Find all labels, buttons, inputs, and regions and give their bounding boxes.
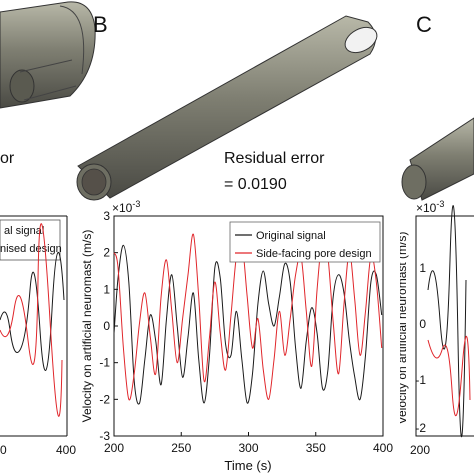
panel-c-design-line [427, 335, 471, 417]
panel-a-legend-original: al signal [4, 225, 44, 237]
y-tick-label: -3 [99, 429, 110, 443]
series-line-original-signal [113, 244, 383, 405]
panel-a-original-line [0, 251, 65, 371]
chart-legend: Original signal Side-facing pore design [229, 221, 381, 263]
residual-error-label: Residual error [224, 150, 325, 167]
panel-c-ytick: -2 [415, 421, 426, 435]
chart-panel-a-fragment: al signal nised design 0 400 [0, 215, 76, 457]
y-axis-label: Velocity on artificial neuromast (m/s) [80, 230, 94, 423]
x-tick-label: 300 [238, 441, 258, 455]
y-tick-label: 2 [103, 246, 110, 260]
x-tick-label: 350 [306, 441, 326, 455]
y-tick-label: 3 [103, 209, 110, 223]
x-tick-label: 400 [373, 441, 393, 455]
panel-a-design-line [0, 223, 63, 417]
y-tick-label: -1 [99, 356, 110, 370]
legend-box [229, 221, 381, 263]
x-tick-label: 250 [171, 441, 191, 455]
y-tick-label: -2 [99, 392, 110, 406]
x-tick-label: 200 [104, 441, 124, 455]
residual-error-value: = 0.0190 [224, 176, 287, 193]
x-axis-label: Time (s) [224, 458, 271, 473]
panel-a-legend-design: nised design [0, 243, 62, 255]
left-residual-fragment: or [0, 150, 15, 167]
panel-c-xtick: 200 [410, 443, 430, 457]
pipe-panel-b [76, 15, 378, 201]
y-exponent: ×10-3 [112, 200, 140, 215]
panel-c-ytick: -1 [415, 373, 426, 387]
y-tick-label: 0 [103, 319, 110, 333]
panel-label-b: B [93, 12, 108, 37]
panel-label-c: C [416, 12, 432, 37]
legend-entry-original: Original signal [256, 230, 326, 242]
chart-panel-c-fragment: ×10-3 Velocity on artificial neuromast (… [400, 200, 474, 457]
panel-c-ytick: 1 [419, 261, 426, 275]
panel-c-ytick: 0 [419, 317, 426, 331]
y-tick-label: 1 [103, 282, 110, 296]
panel-a-xtick-right: 400 [56, 443, 76, 457]
panel-c-plot-area [415, 215, 474, 437]
pipe-renderings [0, 1, 474, 201]
panel-c-exponent: ×10-3 [416, 200, 444, 215]
panel-c-original-line [427, 205, 467, 438]
series-line-side-facing-pore-design [113, 233, 383, 401]
panel-c-y-axis-label: Velocity on artificial neuromast (m/s) [400, 232, 409, 425]
panel-a-legend [0, 219, 61, 261]
panel-a-xtick-left: 0 [0, 443, 7, 457]
pipe-panel-c [401, 117, 474, 201]
pipe-panel-a [0, 1, 96, 109]
legend-entry-design: Side-facing pore design [256, 248, 372, 260]
